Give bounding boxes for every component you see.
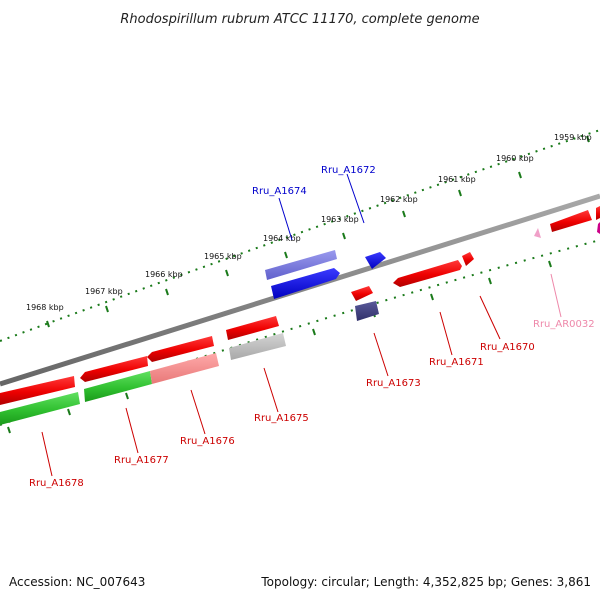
gene-rru-a1673-navy[interactable]: [355, 301, 379, 321]
gene-rru-ar0032-pink[interactable]: [534, 228, 541, 238]
gene-extra-upper-edge[interactable]: [596, 206, 600, 220]
page-title: Rhodospirillum rubrum ATCC 11170, comple…: [120, 12, 479, 27]
tick-label-1960: 1960 kbp: [496, 154, 534, 163]
tick-label-1964: 1964 kbp: [263, 234, 301, 243]
gene-rru-a1675-upper[interactable]: [226, 316, 279, 340]
gene-label-rru-a1670[interactable]: Rru_A1670: [480, 342, 535, 353]
lower-track-genes: [0, 222, 600, 425]
accession-text: Accession: NC_007643: [9, 575, 145, 589]
tick-label-1959: 1959 kbp: [554, 133, 592, 142]
gene-label-rru-a1676[interactable]: Rru_A1676: [180, 436, 235, 447]
gene-rru-a1674-lavender[interactable]: [265, 250, 337, 280]
gene-rru-a1677-green[interactable]: [84, 371, 152, 402]
gene-label-rru-a1678[interactable]: Rru_A1678: [29, 478, 84, 489]
gene-rru-a1673-upper[interactable]: [351, 286, 373, 301]
gene-rru-a1678-upper[interactable]: [0, 376, 75, 405]
gene-rru-a1677-upper[interactable]: [80, 356, 148, 382]
outer-blue-genes: [265, 250, 386, 299]
gene-labels: Rru_A1678 Rru_A1677 Rru_A1676 Rru_A1675 …: [29, 165, 595, 489]
tick-label-1963: 1963 kbp: [321, 215, 359, 224]
genome-summary-text: Topology: circular; Length: 4,352,825 bp…: [260, 575, 591, 589]
gene-label-rru-a1673[interactable]: Rru_A1673: [366, 378, 421, 389]
tick-label-1965: 1965 kbp: [204, 252, 242, 261]
gene-rru-a1674-blue[interactable]: [271, 268, 340, 299]
gene-label-rru-a1675[interactable]: Rru_A1675: [254, 413, 309, 424]
outer-scale-ticks: [46, 135, 590, 328]
forward-strand-genes: [0, 206, 600, 405]
gene-rru-a1672-blue[interactable]: [365, 252, 386, 269]
gene-label-rru-a1671[interactable]: Rru_A1671: [429, 357, 484, 368]
gene-label-rru-a1677[interactable]: Rru_A1677: [114, 455, 169, 466]
gene-rru-a1670-upper[interactable]: [462, 252, 474, 266]
tick-label-1967: 1967 kbp: [85, 287, 123, 296]
gene-extra-upper-right[interactable]: [550, 210, 592, 232]
gene-label-rru-ar0032[interactable]: Rru_AR0032: [533, 319, 595, 330]
gene-label-rru-a1672[interactable]: Rru_A1672: [321, 165, 376, 176]
gene-rru-a1676-upper[interactable]: [147, 336, 214, 362]
tick-label-1968: 1968 kbp: [26, 303, 64, 312]
leader-lines: [41, 173, 562, 477]
gene-rru-a1676-pink[interactable]: [150, 353, 219, 384]
gene-label-rru-a1674[interactable]: Rru_A1674: [252, 186, 307, 197]
gene-magenta-edge[interactable]: [597, 222, 600, 234]
tick-label-1962: 1962 kbp: [380, 195, 418, 204]
inner-dotted-track: [0, 239, 600, 426]
gene-rru-a1671-upper[interactable]: [393, 260, 462, 287]
gene-rru-a1678-green[interactable]: [0, 392, 80, 425]
tick-label-1966: 1966 kbp: [145, 270, 183, 279]
gene-rru-a1675-gray[interactable]: [229, 333, 286, 360]
tick-label-1961: 1961 kbp: [438, 175, 476, 184]
